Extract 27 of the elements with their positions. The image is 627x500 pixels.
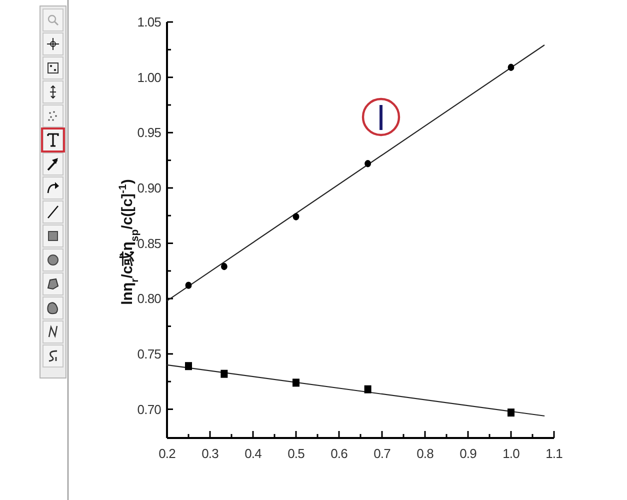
point — [364, 385, 372, 394]
point — [292, 378, 300, 387]
x-tick-label: 0.9 — [460, 446, 477, 461]
x-tick-label: 1.1 — [546, 446, 563, 461]
point — [220, 370, 228, 378]
y-tick-label: 0.80 — [137, 291, 162, 306]
x-tick-label: 1.0 — [502, 446, 520, 461]
x-tick-label: 0.8 — [416, 446, 434, 461]
y-tick-label: 1.00 — [137, 70, 162, 85]
x-tick-label: 0.6 — [330, 446, 348, 461]
y-tick-label: 0.75 — [137, 346, 162, 362]
x-tick-label: 0.5 — [288, 446, 305, 461]
x-tick-label: 0.4 — [244, 446, 262, 461]
x-tick-label: 0.2 — [158, 446, 176, 461]
point — [292, 213, 300, 220]
y-tick-label: 0.95 — [137, 125, 162, 140]
x-tick-label: 0.7 — [374, 446, 391, 461]
point — [508, 408, 514, 417]
y-tick-label: 1.05 — [137, 14, 162, 30]
y-tick-label: 0.90 — [137, 180, 162, 196]
point — [364, 160, 372, 168]
point — [220, 262, 228, 270]
y-tick-label: 0.70 — [137, 402, 162, 417]
point — [185, 362, 192, 370]
point — [185, 282, 192, 289]
x-tick-label: 0.3 — [202, 446, 219, 461]
point — [508, 64, 514, 71]
